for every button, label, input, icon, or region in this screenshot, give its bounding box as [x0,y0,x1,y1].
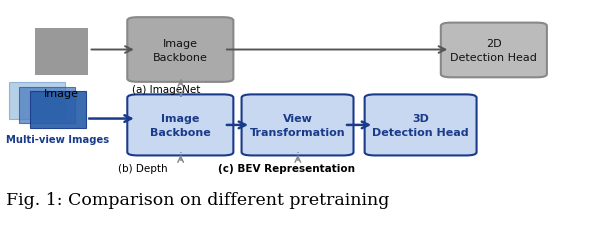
Text: 2D
Detection Head: 2D Detection Head [450,39,537,63]
FancyBboxPatch shape [35,29,88,76]
Text: (c) BEV Representation: (c) BEV Representation [218,163,355,173]
Text: View
Transformation: View Transformation [250,113,346,137]
Text: Image
Backbone: Image Backbone [150,113,210,137]
FancyBboxPatch shape [127,95,233,156]
FancyBboxPatch shape [30,92,86,128]
FancyBboxPatch shape [242,95,353,156]
Text: 3D
Detection Head: 3D Detection Head [373,113,469,137]
Text: Image: Image [44,88,79,98]
Text: (b) Depth: (b) Depth [118,163,168,173]
FancyBboxPatch shape [9,83,65,119]
Text: Multi-view Images: Multi-view Images [6,134,109,144]
FancyBboxPatch shape [20,87,75,124]
Text: Image
Backbone: Image Backbone [153,38,208,62]
FancyBboxPatch shape [441,24,547,78]
FancyBboxPatch shape [365,95,477,156]
FancyBboxPatch shape [127,18,233,82]
Text: (a) ImageNet: (a) ImageNet [132,85,200,95]
Text: Fig. 1: Comparison on different pretraining: Fig. 1: Comparison on different pretrain… [6,191,389,208]
